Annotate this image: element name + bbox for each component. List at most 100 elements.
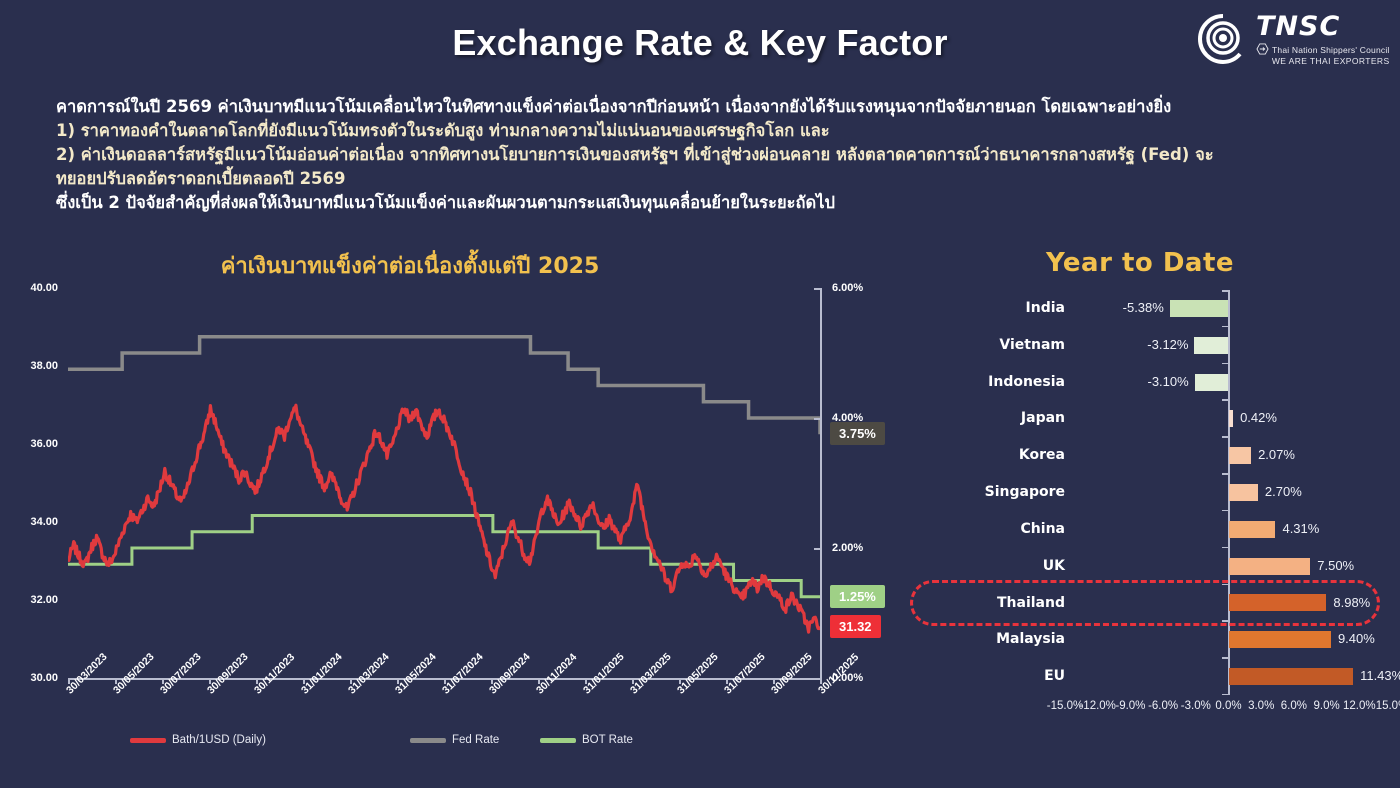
ytd-axis-tick [1221, 290, 1228, 292]
exchange-rate-series-svg [68, 335, 820, 634]
ytd-axis-tick [1221, 583, 1228, 586]
ytd-bar-korea [1228, 447, 1252, 465]
ytd-axis-tick [1221, 620, 1228, 622]
bath-usd-value-badge: 31.32 [830, 614, 881, 638]
exchange-rate-x-axis: 30/03/2023 30/05/2023 30/07/2023 30/09/2023… [64, 651, 861, 764]
summary-line-2: 1) ราคาทองคำในตลาดโลกที่ยังมีแนวโน้มทรงต… [56, 121, 830, 140]
ytd-x-tick-label: 9.0% [1313, 700, 1340, 712]
arrow-hex-icon [1256, 42, 1269, 55]
ytd-value-uk: 7.50% [1317, 557, 1355, 573]
legend-swatch-icon [130, 737, 166, 743]
ytd-bar-row[interactable]: Malaysia 9.40% [880, 621, 1400, 659]
fed-rate-value-badge: 3.75% [830, 422, 885, 446]
y-axis-right-tick [814, 548, 820, 550]
ytd-x-tick-label: -12.0% [1079, 700, 1116, 712]
summary-line-3: 2) ค่าเงินดอลลาร์สหรัฐมีแนวโน้มอ่อนค่าต่… [56, 145, 1214, 164]
ytd-country-label-uk: UK [1042, 557, 1065, 574]
ytd-x-tick-label: 6.0% [1280, 700, 1307, 712]
x-axis-tick [303, 678, 305, 684]
ytd-x-tick-label: -9.0% [1115, 700, 1146, 712]
ytd-bar-india [1169, 299, 1229, 317]
x-axis-tick [397, 678, 399, 684]
series-line-bot-rate [68, 514, 820, 599]
tnsc-logo-mark-icon [1198, 14, 1248, 65]
legend-item-fed-rate: Fed Rate [410, 734, 499, 746]
x-axis-tick [162, 678, 164, 684]
ytd-bar-row[interactable]: Indonesia -3.10% [880, 364, 1400, 401]
y-axis-left-tick-label: 38.00 [30, 360, 58, 372]
summary-line-4: ทยอยปรับลดอัตราดอกเบี้ยตลอดปี 2569 [56, 169, 346, 188]
ytd-bar-row[interactable]: EU 11.43% [880, 658, 1400, 696]
year-to-date-chart: Year to Date India -5.38% Vietnam -3.12% Ind… [880, 248, 1400, 748]
ytd-bar-indonesia [1194, 373, 1229, 391]
y-axis-right-tick-label: 0.00% [832, 672, 864, 684]
y-axis-right-tick-label: 6.00% [832, 282, 864, 294]
ytd-axis-tick [1221, 657, 1228, 659]
ytd-bar-thailand [1228, 594, 1327, 612]
exchange-rate-chart: ค่าเงินบาทแข็งค่าต่อเนื่องตั้งแต่ปี 2025… [0, 248, 900, 768]
y-axis-right-tick [814, 418, 820, 420]
y-axis-left-tick-label: 34.00 [30, 516, 58, 528]
ytd-bar-row[interactable]: India -5.38% [880, 290, 1400, 328]
ytd-country-label-japan: Japan [1020, 410, 1065, 427]
ytd-x-tick-label: 15.0% [1375, 700, 1400, 712]
exchange-rate-plot-area: 40.00 38.00 36.00 34.00 32.00 30.00 6.00% 4.00%… [30, 282, 885, 684]
logo-wordmark: TNSC [1256, 10, 1341, 42]
ytd-value-indonesia: -3.10% [1147, 373, 1189, 389]
page-title: Exchange Rate & Key Factor [452, 22, 948, 63]
ytd-country-label-malaysia: Malaysia [996, 631, 1065, 648]
legend-swatch-icon [410, 737, 446, 743]
x-axis-tick [209, 678, 211, 684]
x-axis-tick [350, 678, 352, 684]
x-axis-tick [585, 678, 587, 684]
bot-rate-value-badge: 1.25% [830, 584, 885, 608]
ytd-axis-tick [1221, 473, 1228, 475]
ytd-bar-row[interactable]: Korea 2.07% [880, 437, 1400, 475]
ytd-axis-tick [1221, 399, 1228, 401]
ytd-country-label-indonesia: Indonesia [988, 373, 1065, 390]
legend-item-bot-rate: BOT Rate [540, 734, 633, 746]
x-axis-tick [820, 678, 822, 684]
ytd-bar-malaysia [1228, 631, 1331, 649]
ytd-bar-row[interactable]: Japan 0.42% [880, 400, 1400, 438]
ytd-axis-tick [1221, 509, 1228, 512]
ytd-x-tick-label: -3.0% [1180, 700, 1211, 712]
ytd-country-label-china: China [1020, 520, 1065, 537]
ytd-axis-tick [1221, 546, 1228, 549]
ytd-value-korea: 2.07% [1258, 447, 1295, 463]
ytd-bar-china [1228, 520, 1276, 538]
y-axis-right-tick-label: 2.00% [832, 542, 864, 554]
ytd-value-india: -5.38% [1122, 300, 1164, 315]
ytd-value-thailand: 8.98% [1333, 594, 1371, 610]
ytd-bar-row[interactable]: China 4.31% [880, 511, 1400, 549]
legend-label: Bath/1USD (Daily) [172, 734, 266, 746]
ytd-value-japan: 0.42% [1240, 410, 1277, 426]
logo-tagline-exporters: WE ARE THAI EXPORTERS [1271, 55, 1390, 66]
legend-label: Fed Rate [452, 734, 500, 746]
x-axis-tick [256, 678, 258, 684]
ytd-value-singapore: 2.70% [1264, 484, 1302, 500]
ytd-bar-singapore [1228, 483, 1258, 501]
y-axis-left-tick-label: 32.00 [30, 594, 58, 606]
year-to-date-chart-title: Year to Date [1045, 248, 1235, 278]
y-axis-right-tick-label: 4.00% [832, 412, 864, 424]
ytd-value-vietnam: -3.12% [1147, 336, 1189, 352]
ytd-bar-row[interactable]: Singapore 2.70% [880, 474, 1400, 512]
x-axis-tick [444, 678, 446, 684]
ytd-bar-row[interactable]: UK 7.50% [880, 548, 1400, 586]
ytd-country-label-thailand: Thailand [997, 594, 1065, 611]
ytd-x-tick-label: 0.0% [1215, 700, 1242, 712]
series-line-fed-rate [68, 335, 820, 435]
year-to-date-plot-area: India -5.38% Vietnam -3.12% Indonesia -3.10% J… [880, 290, 1400, 696]
ytd-value-malaysia: 9.40% [1337, 631, 1375, 647]
ytd-country-label-vietnam: Vietnam [999, 336, 1065, 353]
ytd-x-tick-label: 3.0% [1248, 700, 1275, 712]
ytd-bar-row[interactable]: Vietnam -3.12% [880, 327, 1400, 365]
ytd-value-china: 4.31% [1282, 520, 1320, 536]
ytd-bar-row[interactable]: Thailand 8.98% [880, 585, 1400, 622]
legend-swatch-icon [540, 737, 576, 743]
y-axis-right-tick [814, 288, 820, 290]
series-line-bath-per-usd [68, 403, 820, 634]
y-axis-left-tick-label: 40.00 [30, 282, 58, 294]
